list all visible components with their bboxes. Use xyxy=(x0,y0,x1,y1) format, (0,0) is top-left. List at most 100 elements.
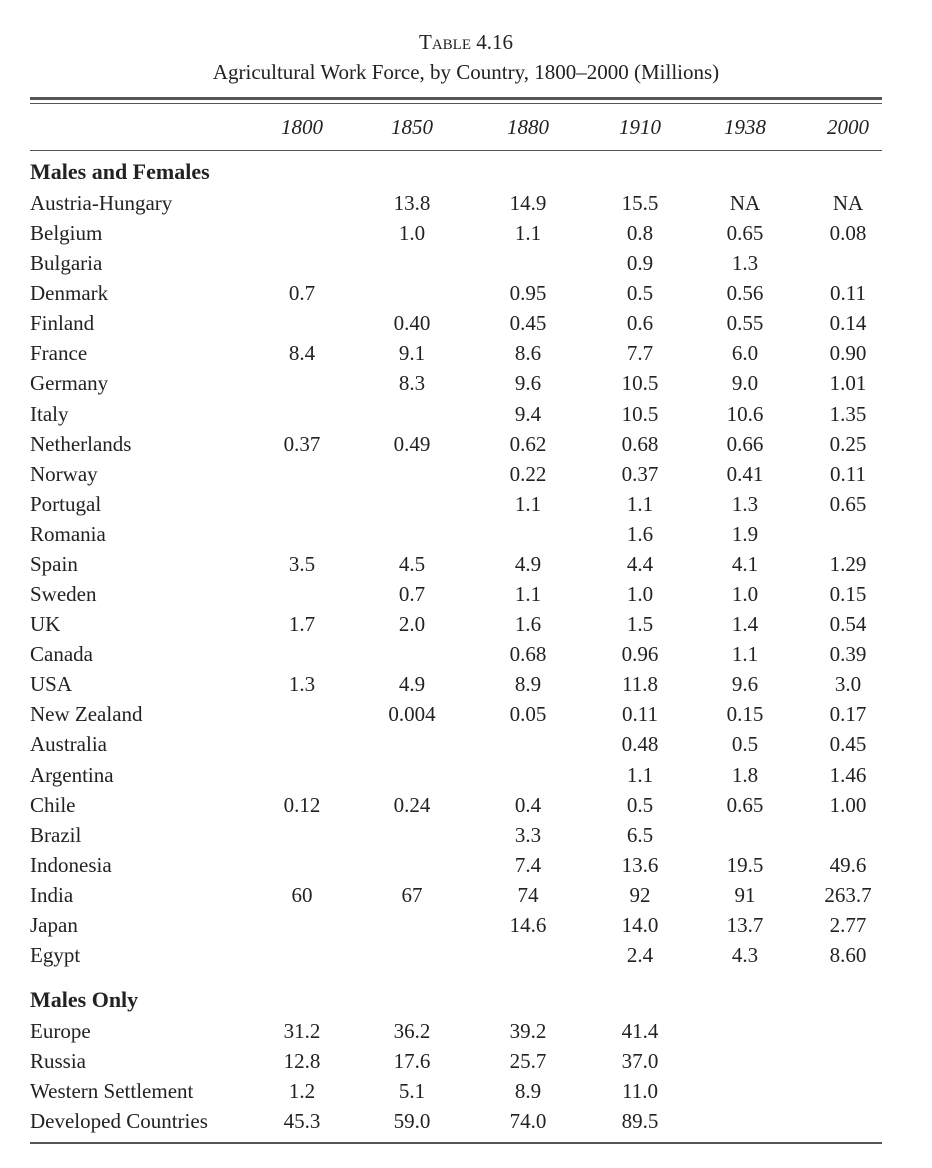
cell: 1.1 xyxy=(514,582,542,607)
cell: 9.4 xyxy=(514,401,542,426)
cell: 1.8 xyxy=(731,762,759,787)
cell: 0.7 xyxy=(288,281,316,306)
cell: 91 xyxy=(734,882,756,907)
cell: 1.29 xyxy=(829,551,867,576)
row-label: Spain xyxy=(30,551,78,576)
cell: 49.6 xyxy=(829,852,867,877)
cell: 1.1 xyxy=(514,491,542,516)
cell: 1.1 xyxy=(731,642,759,667)
cell: 0.37 xyxy=(621,461,659,486)
column-header: 1800 xyxy=(281,115,323,139)
row-label: Bulgaria xyxy=(30,251,103,276)
row-label: Netherlands xyxy=(30,431,132,456)
cell: 1.46 xyxy=(829,762,867,787)
cell: 60 xyxy=(291,882,313,907)
cell: 0.7 xyxy=(398,582,426,607)
cell: 0.68 xyxy=(621,431,659,456)
top-rule xyxy=(30,97,882,100)
row-label: Europe xyxy=(30,1019,91,1044)
cell: 0.68 xyxy=(509,642,547,667)
cell: 92 xyxy=(629,882,651,907)
section-heading: Males Only xyxy=(30,987,139,1013)
cell: 0.37 xyxy=(283,431,321,456)
cell: 0.66 xyxy=(726,431,764,456)
cell: 0.49 xyxy=(393,431,431,456)
cell: 8.9 xyxy=(514,672,542,697)
cell: 14.9 xyxy=(509,191,547,215)
cell: 12.8 xyxy=(283,1049,321,1074)
cell: 1.0 xyxy=(626,582,654,607)
cell: 7.4 xyxy=(514,852,542,877)
cell: 1.6 xyxy=(514,612,542,637)
cell: 1.3 xyxy=(288,672,316,697)
row-label: Brazil xyxy=(30,822,82,847)
cell: 1.0 xyxy=(731,582,759,607)
cell: 0.5 xyxy=(731,732,759,757)
cell: 4.1 xyxy=(731,551,759,576)
cell: 13.6 xyxy=(621,852,659,877)
cell: 0.11 xyxy=(830,281,866,306)
cell: 0.004 xyxy=(388,702,436,727)
cell: 10.6 xyxy=(726,401,764,426)
cell: 14.6 xyxy=(509,912,547,937)
cell: 8.6 xyxy=(514,341,542,366)
cell: 1.00 xyxy=(829,792,867,817)
cell: 74.0 xyxy=(509,1109,547,1134)
column-header: 1850 xyxy=(391,115,433,139)
cell: 1.2 xyxy=(288,1079,316,1104)
bottom-rule xyxy=(30,1142,882,1144)
cell: 0.22 xyxy=(509,461,547,486)
cell: 15.5 xyxy=(621,191,659,215)
cell: 7.7 xyxy=(626,341,654,366)
cell: 0.15 xyxy=(829,582,867,607)
cell: 1.35 xyxy=(829,401,867,426)
cell: 0.11 xyxy=(830,461,866,486)
cell: 1.1 xyxy=(514,221,542,246)
cell: 9.6 xyxy=(514,371,542,396)
cell: 8.60 xyxy=(829,943,867,967)
cell: 0.25 xyxy=(829,431,867,456)
cell: 25.7 xyxy=(509,1049,547,1074)
row-label: Argentina xyxy=(30,762,114,787)
cell: 10.5 xyxy=(621,401,659,426)
row-label: Romania xyxy=(30,521,106,546)
header-rule xyxy=(30,150,882,151)
column-header: 1880 xyxy=(507,115,549,139)
row-label: Sweden xyxy=(30,582,97,607)
row-label: Denmark xyxy=(30,281,109,306)
cell: 6.5 xyxy=(626,822,654,847)
cell: 1.7 xyxy=(288,612,316,637)
cell: 1.3 xyxy=(731,491,759,516)
cell: 1.1 xyxy=(626,762,654,787)
cell: 0.9 xyxy=(626,251,654,276)
cell: 0.24 xyxy=(393,792,431,817)
row-label: UK xyxy=(30,612,61,637)
row-label: Austria-Hungary xyxy=(30,191,173,215)
cell: 0.56 xyxy=(726,281,764,306)
cell: 0.54 xyxy=(829,612,867,637)
cell: 0.5 xyxy=(626,792,654,817)
cell: 0.90 xyxy=(829,341,867,366)
cell: 39.2 xyxy=(509,1019,547,1044)
cell: 2.4 xyxy=(626,943,654,967)
cell: 31.2 xyxy=(283,1019,321,1044)
cell: NA xyxy=(729,191,761,215)
cell: 5.1 xyxy=(398,1079,426,1104)
cell: 1.6 xyxy=(626,521,654,546)
cell: 1.4 xyxy=(731,612,759,637)
cell: 10.5 xyxy=(621,371,659,396)
cell: 41.4 xyxy=(621,1019,659,1044)
cell: 0.62 xyxy=(509,431,547,456)
row-label: Norway xyxy=(30,461,98,486)
cell: 0.48 xyxy=(621,732,659,757)
cell: 11.0 xyxy=(622,1079,658,1104)
cell: 0.4 xyxy=(514,792,542,817)
section-heading: Males and Females xyxy=(30,159,210,184)
row-label: Canada xyxy=(30,642,93,667)
cell: 3.0 xyxy=(834,672,862,697)
cell: 4.4 xyxy=(626,551,654,576)
table-title: Table 4.16 xyxy=(419,30,513,54)
row-label: USA xyxy=(30,672,73,697)
cell: 0.96 xyxy=(621,642,659,667)
cell: 4.9 xyxy=(514,551,542,576)
